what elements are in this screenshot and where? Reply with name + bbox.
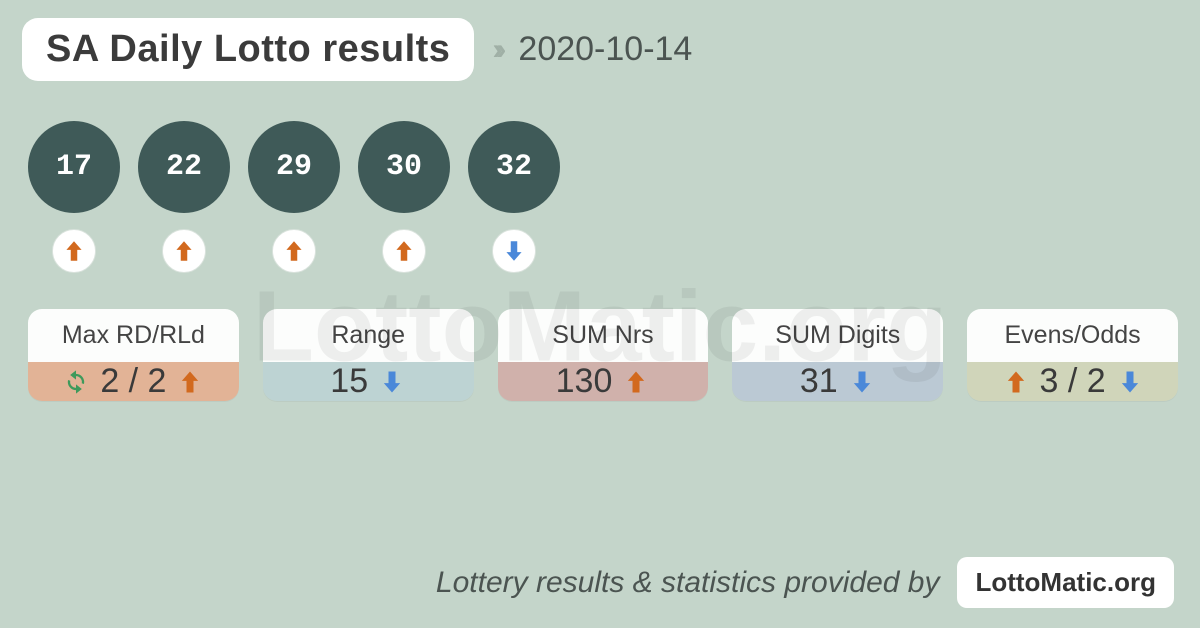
- header: SA Daily Lotto results ›› 2020-10-14: [22, 18, 1178, 81]
- footer-brand-badge: LottoMatic.org: [957, 557, 1174, 608]
- ball-number: 17: [28, 121, 120, 213]
- arrow-up-icon: [52, 229, 96, 273]
- stat-value: 15: [263, 362, 474, 401]
- stat-label: SUM Digits: [732, 309, 943, 362]
- stat-card: SUM Nrs130: [498, 309, 709, 401]
- stat-value: 2 / 2: [28, 362, 239, 401]
- arrow-up-icon: [176, 368, 204, 396]
- arrow-up-icon: [1002, 368, 1030, 396]
- stat-card: Max RD/RLd2 / 2: [28, 309, 239, 401]
- stat-label: Range: [263, 309, 474, 362]
- stat-value-text: 2 / 2: [100, 362, 166, 401]
- arrow-up-icon: [162, 229, 206, 273]
- stat-value-text: 15: [330, 362, 368, 401]
- ball-item: 32: [468, 121, 560, 273]
- arrow-down-icon: [848, 368, 876, 396]
- arrow-up-icon: [382, 229, 426, 273]
- ball-number: 32: [468, 121, 560, 213]
- stats-row: Max RD/RLd2 / 2Range15SUM Nrs130SUM Digi…: [22, 309, 1178, 401]
- stat-value-text: 31: [800, 362, 838, 401]
- page-title: SA Daily Lotto results: [22, 18, 474, 81]
- stat-value-text: 130: [556, 362, 613, 401]
- ball-number: 29: [248, 121, 340, 213]
- stat-card: Range15: [263, 309, 474, 401]
- arrow-up-icon: [622, 368, 650, 396]
- stat-label: Evens/Odds: [967, 309, 1178, 362]
- arrow-down-icon: [492, 229, 536, 273]
- ball-item: 29: [248, 121, 340, 273]
- footer-text: Lottery results & statistics provided by: [436, 566, 940, 600]
- stat-label: Max RD/RLd: [28, 309, 239, 362]
- stat-card: SUM Digits31: [732, 309, 943, 401]
- ball-item: 17: [28, 121, 120, 273]
- ball-item: 22: [138, 121, 230, 273]
- stat-value-text: 3 / 2: [1040, 362, 1106, 401]
- stat-value: 31: [732, 362, 943, 401]
- ball-number: 22: [138, 121, 230, 213]
- stat-value: 3 / 2: [967, 362, 1178, 401]
- result-date: 2020-10-14: [518, 30, 692, 69]
- arrow-down-icon: [378, 368, 406, 396]
- refresh-icon: [62, 368, 90, 396]
- ball-number: 30: [358, 121, 450, 213]
- footer: Lottery results & statistics provided by…: [436, 557, 1174, 608]
- stat-card: Evens/Odds3 / 2: [967, 309, 1178, 401]
- arrow-up-icon: [272, 229, 316, 273]
- stat-label: SUM Nrs: [498, 309, 709, 362]
- ball-item: 30: [358, 121, 450, 273]
- chevron-right-icon: ››: [492, 33, 500, 67]
- stat-value: 130: [498, 362, 709, 401]
- arrow-down-icon: [1116, 368, 1144, 396]
- balls-row: 1722293032: [22, 121, 1178, 273]
